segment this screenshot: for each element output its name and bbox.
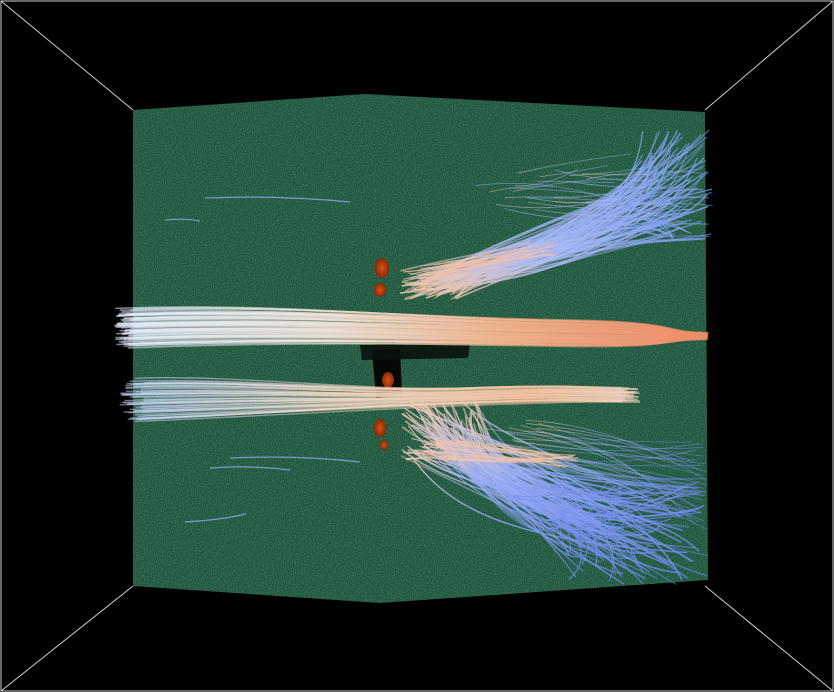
streamline [475,182,616,202]
streamline [505,432,703,477]
box-edge-bottom-right [704,585,834,692]
streamline [487,442,708,485]
streamline [585,199,673,211]
streamline [422,402,632,522]
streamline [555,184,663,204]
streamline [517,153,632,174]
streamline [502,443,705,489]
iso-blob [374,419,386,437]
streamline [534,209,664,217]
streamline [586,170,703,180]
streamline-tube-lower [119,377,641,423]
streamline [404,147,667,285]
streamline [427,408,577,578]
iso-blob [382,372,394,388]
streamline [435,416,651,550]
box-edge-bottom-left [0,585,134,692]
streamline [417,160,706,272]
streamline [437,446,576,456]
streamline [128,332,701,340]
streamline [434,437,583,497]
streamline [508,427,696,508]
streamline [435,447,561,468]
streamline [436,248,553,269]
stray-streamline [204,196,351,203]
streamline [411,424,625,533]
streamline [119,394,635,406]
streamline [426,250,532,269]
streamline [428,249,545,277]
streamline [430,253,553,271]
streamline-bundle-lower-right [401,399,709,585]
streamline [129,391,623,398]
streamline [401,217,674,287]
streamline [425,417,678,574]
streamline [525,419,706,481]
stray-streamlines [164,196,361,523]
streamline [416,159,668,279]
streamline [424,244,538,267]
box-edge-top-right [704,0,834,111]
streamline [504,208,622,222]
streamline [120,389,629,394]
streamline [128,323,704,337]
streamline [536,180,615,184]
streamline [566,180,683,189]
streamline [520,424,704,450]
streamline [569,164,660,177]
iso-blob [380,440,388,450]
streamline [127,337,702,349]
streamline [430,440,565,459]
isosurface-blobs [374,258,394,450]
streamline [495,194,624,209]
streamline [515,168,578,187]
streamline [455,188,693,297]
stray-streamline [184,513,247,523]
stray-streamline [209,466,291,471]
streamline [535,431,692,518]
streamline [422,453,579,459]
streamline [504,196,580,199]
streamline [125,386,628,393]
streamline [449,233,676,296]
streamline [582,168,703,176]
streamline [535,427,701,471]
iso-blob [375,258,389,278]
streamline [426,182,683,299]
stray-streamline [164,218,201,222]
streamline-bundle-upper-right [399,129,713,301]
streamline [425,216,676,296]
streamline [539,165,609,178]
streamline [432,191,713,281]
streamline [134,401,640,423]
streamline [445,186,664,288]
iso-blob [374,283,386,297]
stray-streamline [229,456,361,463]
streamline [404,151,689,299]
streamline [433,240,530,266]
streamline [437,244,554,272]
streamline [428,441,566,468]
streamline [491,442,704,522]
streamline-tube-upper [114,306,709,349]
streamline [527,201,651,210]
streamline [512,178,624,192]
streamline [586,203,683,223]
streamline [137,399,640,420]
streamline [527,197,668,207]
box-edge-top-left [0,0,134,111]
streamline [489,185,554,193]
streamline [474,401,682,543]
streamline [589,202,713,206]
